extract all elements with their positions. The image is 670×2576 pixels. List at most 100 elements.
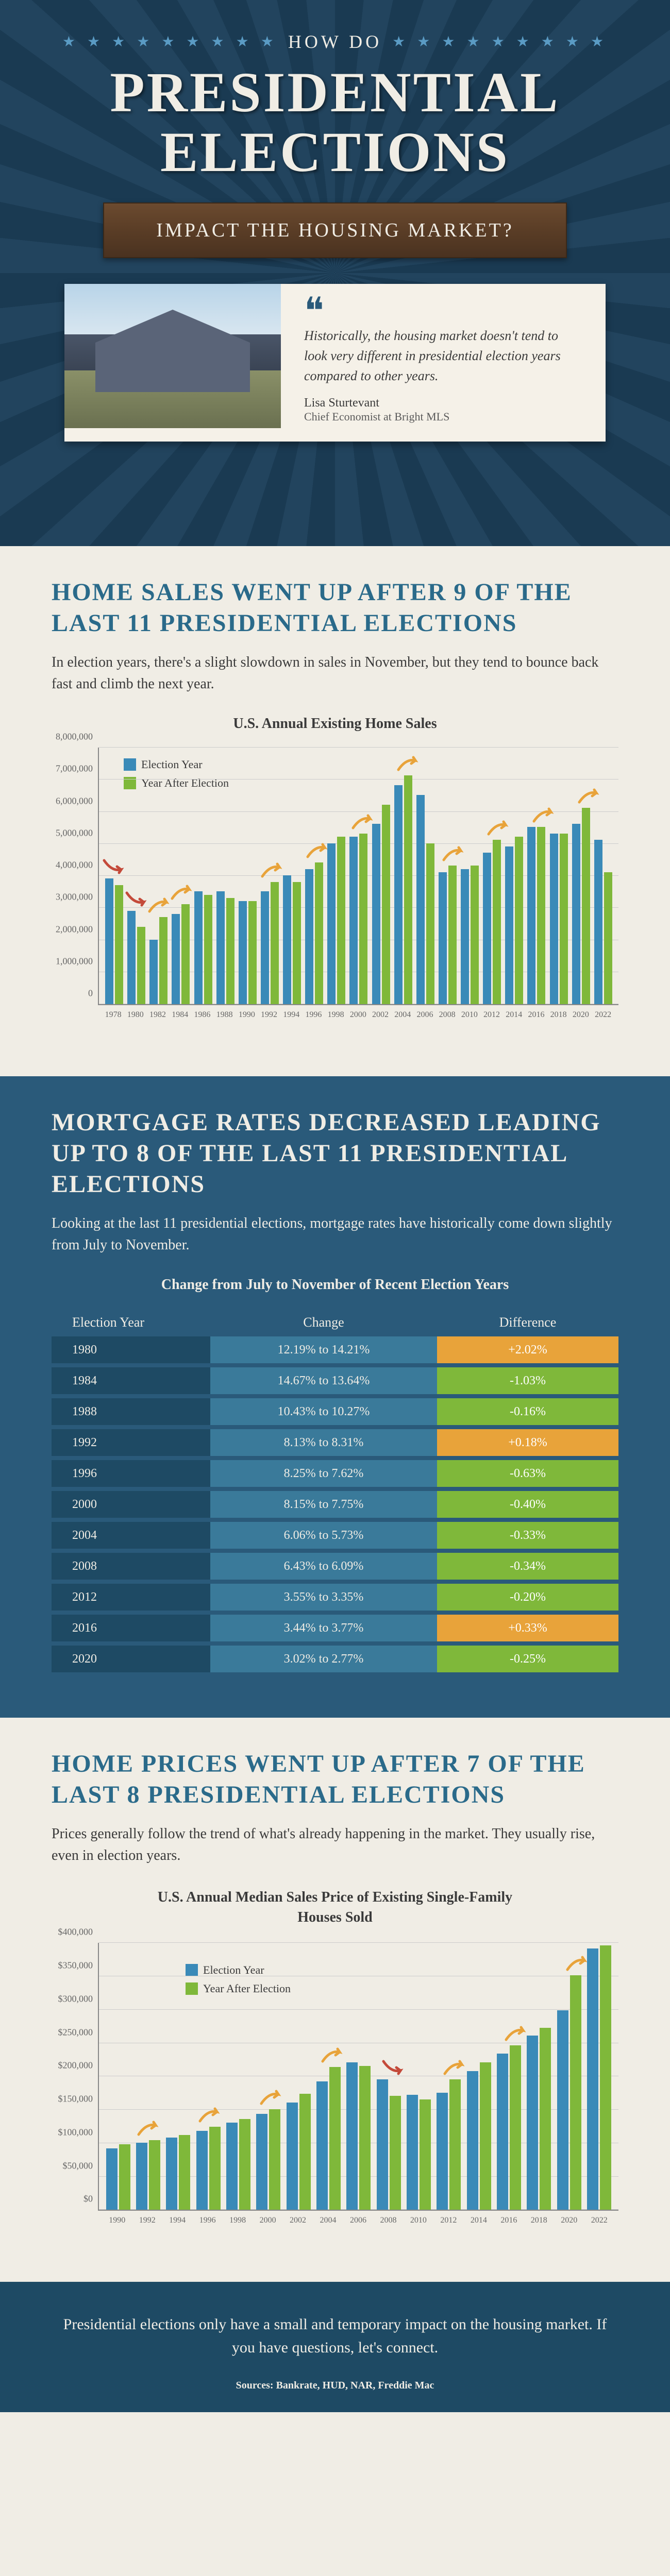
bar-election-year <box>105 878 113 1004</box>
bar-election-year <box>437 2093 448 2210</box>
header-section: ★ ★ ★ ★ ★ ★ ★ ★ ★ HOW DO ★ ★ ★ ★ ★ ★ ★ ★… <box>0 0 670 546</box>
bar-election-year <box>527 2036 538 2210</box>
bar-election-year <box>316 2081 328 2210</box>
stars-left: ★ ★ ★ ★ ★ ★ ★ ★ ★ <box>62 33 278 50</box>
bar-pair <box>467 2062 491 2210</box>
bar-election-year <box>349 837 358 1004</box>
chart-x-label: 2000 <box>350 1010 366 1020</box>
bar-election-year <box>194 891 203 1004</box>
bar-election-year <box>407 2095 418 2210</box>
bar-pair <box>305 862 323 1004</box>
rate-cell-change: 14.67% to 13.64% <box>210 1367 437 1394</box>
chart-x-label: 2014 <box>506 1010 522 1020</box>
bar-election-year <box>497 2054 508 2210</box>
bar-election-year <box>505 846 513 1004</box>
section2-table-title: Change from July to November of Recent E… <box>52 1277 618 1293</box>
chart-x-label: 1998 <box>229 2216 246 2225</box>
rate-header-diff: Difference <box>437 1315 618 1330</box>
chart-x-label: 2016 <box>528 1010 544 1020</box>
bar-pair <box>256 2109 280 2210</box>
section3-body: Prices generally follow the trend of wha… <box>52 1823 618 1867</box>
bar-pair <box>216 891 234 1004</box>
section3-chart-area: $0$50,000$100,000$150,000$200,000$250,00… <box>98 1943 618 2211</box>
chart-x-label: 1988 <box>216 1010 233 1020</box>
bar-election-year <box>256 2114 267 2210</box>
rate-table-row: 198414.67% to 13.64%-1.03% <box>52 1367 618 1394</box>
rate-table-row: 20163.44% to 3.77%+0.33% <box>52 1615 618 1641</box>
bar-pair <box>226 2119 250 2210</box>
bar-year-after <box>510 2045 521 2210</box>
rate-cell-year: 2000 <box>52 1491 210 1518</box>
bar-election-year <box>483 853 491 1004</box>
header-content: ★ ★ ★ ★ ★ ★ ★ ★ ★ HOW DO ★ ★ ★ ★ ★ ★ ★ ★… <box>0 0 670 442</box>
rate-cell-change: 10.43% to 10.27% <box>210 1398 437 1425</box>
quote-role: Chief Economist at Bright MLS <box>304 410 582 423</box>
chart-x-label: 2008 <box>380 2216 396 2225</box>
house-image <box>64 284 281 428</box>
rate-cell-year: 1984 <box>52 1367 210 1394</box>
bar-election-year <box>377 2079 388 2210</box>
chart-y-label: $50,000 <box>63 2160 99 2171</box>
footer-text: Presidential elections only have a small… <box>52 2313 618 2359</box>
section1-x-labels: 1978198019821984198619881990199219941996… <box>98 1005 618 1020</box>
bar-year-after <box>204 895 212 1005</box>
bar-pair <box>572 808 590 1004</box>
bar-pair <box>394 775 412 1004</box>
chart-y-label: $0 <box>83 2194 99 2205</box>
bar-pair <box>196 2127 221 2210</box>
bar-year-after <box>390 2096 401 2210</box>
bar-year-after <box>382 805 390 1005</box>
chart-y-label: 5,000,000 <box>56 827 99 838</box>
bar-election-year <box>372 824 380 1004</box>
bar-election-year <box>527 827 535 1004</box>
bar-election-year <box>136 2143 147 2210</box>
bar-year-after <box>209 2127 221 2210</box>
bar-year-after <box>315 862 323 1004</box>
quote-author: Lisa Sturtevant <box>304 396 582 410</box>
chart-x-label: 2002 <box>372 1010 389 1020</box>
section-mortgage-rates: MORTGAGE RATES DECREASED LEADING UP TO 8… <box>0 1076 670 1718</box>
rate-cell-change: 3.44% to 3.77% <box>210 1615 437 1641</box>
rate-table-row: 20086.43% to 6.09%-0.34% <box>52 1553 618 1580</box>
header-title-line1: PRESIDENTIAL <box>0 63 670 123</box>
bar-election-year <box>461 869 469 1005</box>
bar-pair <box>283 875 301 1004</box>
bar-pair <box>327 837 345 1004</box>
rate-table-row: 198810.43% to 10.27%-0.16% <box>52 1398 618 1425</box>
chart-x-label: 1996 <box>305 1010 322 1020</box>
rate-cell-difference: -0.20% <box>437 1584 618 1611</box>
bar-pair <box>127 911 145 1004</box>
bar-year-after <box>337 837 345 1004</box>
bar-year-after <box>540 2028 551 2210</box>
header-banner: IMPACT THE HOUSING MARKET? <box>103 202 567 258</box>
rate-table: Election Year Change Difference 198012.1… <box>52 1309 618 1672</box>
chart-y-label: $400,000 <box>58 1927 99 1938</box>
chart-x-label: 2016 <box>500 2216 517 2225</box>
bar-election-year <box>226 2123 238 2210</box>
chart-x-label: 2010 <box>461 1010 478 1020</box>
chart-x-label: 2012 <box>483 1010 500 1020</box>
rate-table-body: 198012.19% to 14.21%+2.02%198414.67% to … <box>52 1336 618 1672</box>
chart-x-label: 1996 <box>199 2216 216 2225</box>
bar-election-year <box>557 2010 568 2210</box>
rate-table-row: 19928.13% to 8.31%+0.18% <box>52 1429 618 1456</box>
bar-election-year <box>261 891 269 1004</box>
chart-y-label: 1,000,000 <box>56 956 99 967</box>
rate-cell-change: 6.43% to 6.09% <box>210 1553 437 1580</box>
bar-pair <box>106 2144 130 2210</box>
bar-pair <box>505 837 523 1004</box>
bar-pair <box>194 891 212 1004</box>
rate-cell-difference: +2.02% <box>437 1336 618 1363</box>
bar-year-after <box>426 843 434 1005</box>
rate-cell-year: 1980 <box>52 1336 210 1363</box>
chart-x-label: 1980 <box>127 1010 144 1020</box>
chart-x-label: 2006 <box>416 1010 433 1020</box>
bar-year-after <box>271 882 279 1005</box>
bar-pair <box>497 2045 521 2210</box>
chart-x-label: 1990 <box>109 2216 125 2225</box>
chart-y-label: $150,000 <box>58 2094 99 2105</box>
bar-pair <box>136 2140 160 2210</box>
section1-chart-title: U.S. Annual Existing Home Sales <box>52 716 618 732</box>
bar-year-after <box>119 2144 130 2210</box>
chart-x-label: 2020 <box>573 1010 589 1020</box>
